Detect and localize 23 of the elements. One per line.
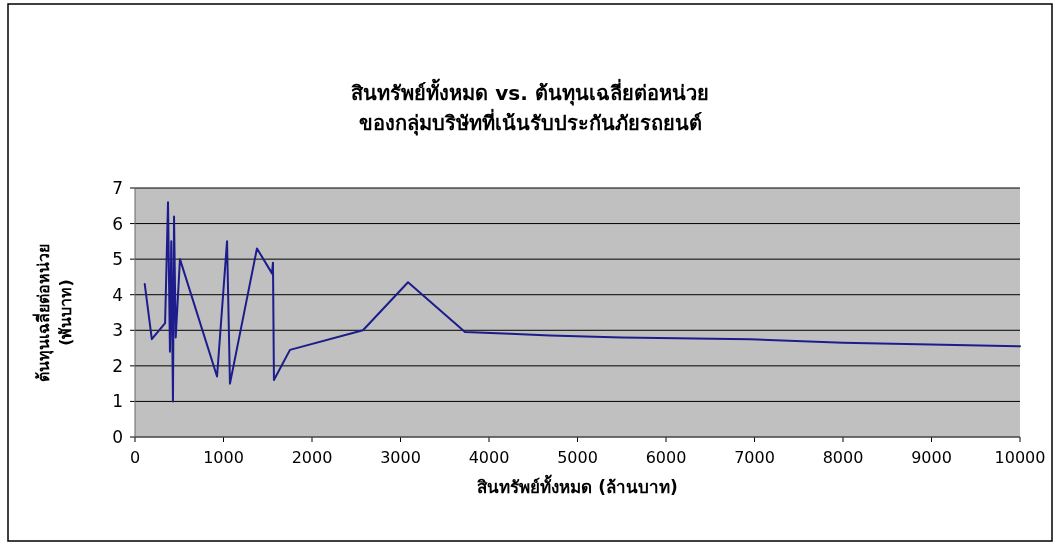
x-tick-label: 6000 xyxy=(645,448,687,467)
y-tick-label: 6 xyxy=(112,213,123,234)
x-axis-title: สินทรัพย์ทั้งหมด (ล้านบาท) xyxy=(477,474,678,497)
x-tick-label: 8000 xyxy=(822,448,864,467)
y-tick-label: 3 xyxy=(112,320,123,341)
x-tick-label: 7000 xyxy=(734,448,775,467)
y-tick-label: 0 xyxy=(112,427,123,447)
x-tick-label: 3000 xyxy=(380,448,421,467)
x-tick-label: 9000 xyxy=(911,448,952,467)
y-tick-label: 5 xyxy=(112,249,123,270)
x-tick-label: 10000 xyxy=(994,448,1046,467)
x-tick-label: 0 xyxy=(129,448,141,467)
x-tick-label: 4000 xyxy=(468,448,510,467)
chart-title: สินทรัพย์ทั้งหมด vs. ต้นทุนเฉลี่ยต่อหน่วย ของกลุ่มบริษัทที่เน้นรับประกันภัยรถยนต์ xyxy=(351,78,709,136)
x-tick-label: 5000 xyxy=(557,448,598,467)
y-tick-label: 7 xyxy=(112,178,123,198)
y-tick-label: 4 xyxy=(112,284,123,305)
x-tick-label: 1000 xyxy=(203,448,244,467)
line-series xyxy=(143,201,1021,403)
y-axis-title: ต้นทุนเฉลี่ยต่อหน่วย (พันบาท) xyxy=(32,243,75,382)
x-tick-label: 2000 xyxy=(291,448,333,467)
y-tick-label: 2 xyxy=(112,355,123,376)
y-tick-label: 1 xyxy=(112,391,123,412)
